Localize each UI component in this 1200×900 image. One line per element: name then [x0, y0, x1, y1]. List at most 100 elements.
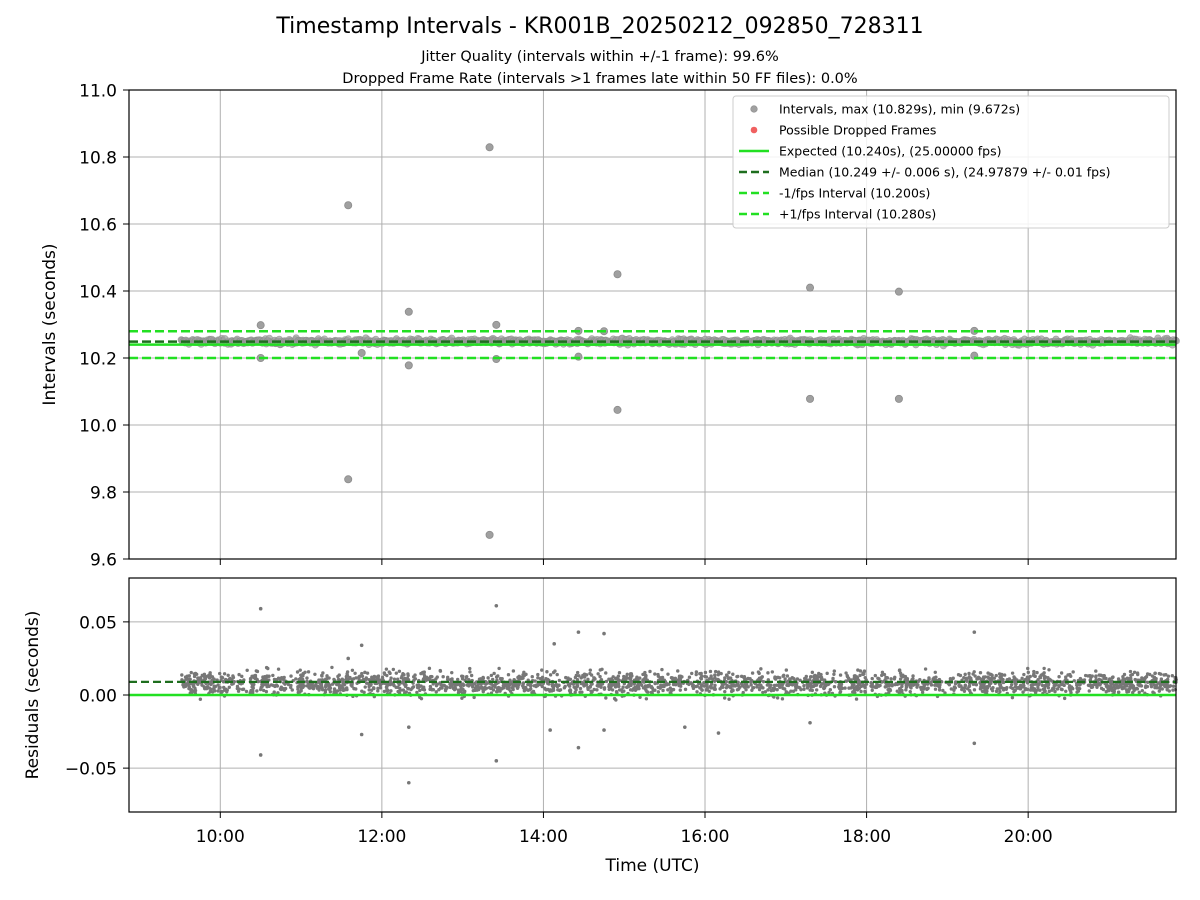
y-tick-label: 9.6 [90, 551, 117, 571]
residual-point [953, 680, 958, 684]
residual-outlier-point [552, 642, 557, 646]
residual-point [330, 665, 334, 670]
residual-point [403, 683, 407, 687]
residual-point [250, 682, 255, 687]
residual-point [1012, 675, 1016, 679]
residual-point [1026, 666, 1030, 671]
residual-outlier-point [576, 745, 581, 750]
residual-point [445, 686, 449, 690]
residual-point [991, 685, 995, 690]
residual-point [435, 682, 440, 686]
residual-point [616, 674, 621, 678]
residual-point [1039, 673, 1043, 677]
interval-outlier-point [492, 320, 501, 329]
residual-point [749, 683, 753, 687]
residual-point [858, 673, 862, 678]
residual-point [661, 688, 665, 693]
residual-point [814, 688, 819, 692]
residual-point [189, 670, 193, 675]
residual-point [617, 688, 622, 692]
residual-point [180, 673, 184, 677]
residual-point [1125, 690, 1129, 694]
y-tick-label: 0.05 [79, 613, 117, 633]
residual-point [660, 667, 664, 672]
residual-point [575, 684, 579, 689]
residual-point [551, 688, 556, 693]
residual-point [531, 689, 536, 694]
residual-point [628, 688, 633, 692]
residual-point [332, 677, 336, 682]
residual-point [691, 683, 695, 687]
residual-point [1164, 673, 1168, 677]
interval-outlier-point [613, 270, 622, 279]
residual-point [775, 696, 780, 700]
residual-point [575, 670, 580, 675]
residual-point [519, 676, 524, 681]
residual-point [494, 675, 499, 679]
residual-point [608, 687, 613, 691]
residual-point [463, 689, 467, 693]
residual-point [756, 670, 761, 674]
residual-outlier-point [406, 780, 411, 785]
residual-point [847, 686, 851, 690]
residual-point [498, 686, 502, 690]
residual-point [244, 689, 249, 694]
residual-point [245, 668, 249, 672]
residual-point [1047, 677, 1052, 681]
residual-point [1100, 674, 1105, 678]
residual-point [656, 672, 660, 677]
residual-point [870, 688, 874, 692]
residual-point [487, 685, 492, 690]
residual-point [497, 666, 501, 671]
residual-point [852, 674, 857, 678]
residual-point [772, 683, 777, 688]
residual-point [656, 690, 661, 694]
residual-point [1145, 672, 1150, 676]
residual-point [645, 685, 650, 689]
interval-outlier-point [344, 201, 353, 210]
residual-point [508, 683, 512, 687]
interval-outlier-point [404, 361, 413, 370]
residual-point [712, 686, 717, 690]
residual-point [690, 671, 694, 676]
residual-point [486, 676, 490, 680]
y-tick-label: 11.0 [79, 82, 117, 102]
residual-point [1071, 670, 1075, 674]
residual-point [240, 687, 245, 692]
residual-point [465, 674, 469, 679]
residual-point [253, 676, 257, 681]
x-tick-label: 20:00 [1004, 827, 1053, 847]
residual-point [789, 689, 793, 693]
x-tick-label: 16:00 [681, 827, 730, 847]
residual-point [196, 681, 201, 685]
residual-point [760, 675, 764, 679]
residual-point [303, 670, 307, 674]
residual-point [765, 683, 770, 687]
residual-point [536, 672, 540, 677]
residual-point [295, 670, 300, 674]
residual-point [573, 675, 578, 680]
residual-point [699, 671, 703, 676]
residual-point [786, 682, 790, 686]
residual-point [980, 682, 984, 686]
residual-point [187, 686, 191, 691]
residual-point [1162, 683, 1166, 688]
legend-label: +1/fps Interval (10.280s) [779, 207, 936, 222]
residual-point [556, 688, 560, 692]
residual-point [394, 671, 399, 675]
residual-point [724, 673, 729, 677]
residual-point [705, 683, 709, 688]
residual-point [1137, 690, 1141, 695]
residual-point [667, 682, 671, 686]
residual-point [357, 675, 361, 679]
residual-point [653, 672, 657, 676]
interval-outlier-point [357, 348, 366, 357]
residual-point [1083, 673, 1088, 678]
residual-point [638, 676, 642, 680]
residual-point [255, 669, 260, 674]
residual-point [990, 688, 995, 693]
residual-point [908, 685, 912, 689]
residual-point [360, 671, 364, 676]
residual-point [1087, 689, 1091, 693]
residual-point [678, 688, 682, 692]
